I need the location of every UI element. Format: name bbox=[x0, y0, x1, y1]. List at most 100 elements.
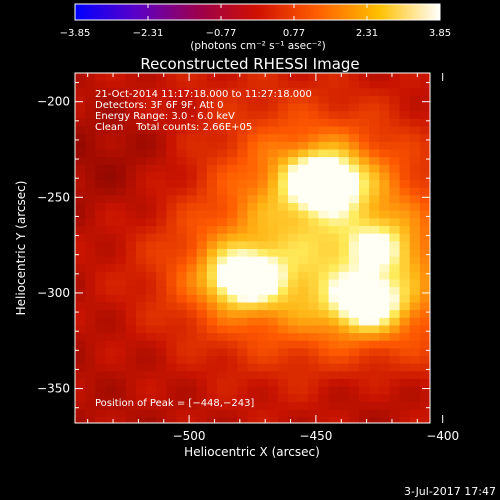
heatmap-cell bbox=[419, 172, 430, 181]
heatmap-cell bbox=[389, 88, 401, 97]
heatmap-cell bbox=[348, 417, 360, 423]
heatmap-cell bbox=[217, 279, 228, 288]
heatmap-cell bbox=[85, 149, 96, 158]
heatmap-cell bbox=[379, 180, 390, 189]
heatmap-cell bbox=[369, 356, 380, 365]
heatmap-cell bbox=[338, 226, 350, 235]
heatmap-cell bbox=[95, 409, 106, 418]
heatmap-cell bbox=[348, 371, 360, 380]
heatmap-cell bbox=[308, 95, 319, 105]
heatmap-cell bbox=[399, 80, 411, 89]
heatmap-cell bbox=[85, 302, 96, 311]
heatmap-cell bbox=[237, 394, 248, 403]
heatmap-cell bbox=[267, 226, 279, 235]
heatmap-cell bbox=[125, 126, 137, 135]
heatmap-cell bbox=[328, 371, 340, 380]
heatmap-cell bbox=[379, 317, 390, 326]
heatmap-cell bbox=[75, 317, 86, 326]
heatmap-cell bbox=[146, 95, 157, 105]
heatmap-cell bbox=[348, 394, 360, 403]
heatmap-cell bbox=[237, 203, 248, 212]
heatmap-cell bbox=[389, 157, 401, 166]
heatmap-cell bbox=[237, 233, 248, 242]
heatmap-cell bbox=[409, 294, 421, 304]
heatmap-cell bbox=[369, 379, 380, 388]
heatmap-cell bbox=[328, 325, 340, 334]
heatmap-cell bbox=[166, 317, 177, 326]
heatmap-cell bbox=[125, 88, 137, 97]
heatmap-cell bbox=[75, 302, 86, 311]
heatmap-cell bbox=[369, 371, 380, 380]
heatmap-cell bbox=[379, 141, 390, 150]
heatmap-cell bbox=[369, 203, 380, 212]
heatmap-cell bbox=[389, 379, 401, 388]
heatmap-cell bbox=[75, 118, 86, 128]
heatmap-cell bbox=[379, 394, 390, 403]
heatmap-cell bbox=[75, 409, 86, 418]
heatmap-cell bbox=[348, 386, 360, 395]
heatmap-cell bbox=[196, 310, 208, 319]
heatmap-cell bbox=[227, 126, 238, 135]
heatmap-cell bbox=[288, 111, 299, 120]
heatmap-cell bbox=[227, 325, 238, 334]
heatmap-cell bbox=[125, 195, 137, 204]
heatmap-cell bbox=[257, 417, 269, 423]
heatmap-cell bbox=[318, 88, 330, 97]
heatmap-cell bbox=[135, 271, 147, 281]
heatmap-cell bbox=[348, 134, 360, 143]
heatmap-cell bbox=[379, 80, 390, 89]
heatmap-cell bbox=[399, 210, 411, 219]
info-line-4: Clean Total counts: 2.66E+05 bbox=[95, 122, 252, 133]
heatmap-cell bbox=[298, 294, 309, 304]
heatmap-cell bbox=[206, 386, 218, 395]
heatmap-cell bbox=[237, 256, 248, 265]
heatmap-cell bbox=[105, 164, 117, 173]
heatmap-cell bbox=[359, 187, 370, 196]
heatmap-cell bbox=[166, 157, 177, 166]
heatmap-cell bbox=[277, 310, 289, 319]
colorbar-tick-label: −2.31 bbox=[133, 28, 164, 39]
heatmap-cell bbox=[318, 417, 330, 423]
heatmap-cell bbox=[227, 248, 238, 258]
heatmap-cell bbox=[277, 187, 289, 196]
heatmap-cell bbox=[328, 111, 340, 120]
heatmap-cell bbox=[308, 88, 319, 97]
heatmap-cell bbox=[419, 287, 430, 296]
heatmap-cell bbox=[115, 226, 127, 235]
heatmap-cell bbox=[227, 271, 238, 281]
heatmap-cell bbox=[338, 73, 350, 82]
heatmap-cell bbox=[409, 409, 421, 418]
heatmap-cell bbox=[308, 111, 319, 120]
heatmap-cell bbox=[247, 164, 259, 173]
heatmap-cell bbox=[257, 95, 269, 105]
heatmap-cell bbox=[328, 363, 340, 372]
heatmap-cell bbox=[156, 149, 167, 158]
heatmap-cell bbox=[156, 187, 167, 196]
heatmap-cell bbox=[257, 340, 269, 349]
heatmap-cell bbox=[369, 294, 380, 304]
heatmap-cell bbox=[156, 218, 167, 227]
heatmap-cell bbox=[105, 401, 117, 411]
heatmap-cell bbox=[267, 141, 279, 150]
heatmap-cell bbox=[206, 371, 218, 380]
heatmap-cell bbox=[115, 264, 127, 273]
heatmap-cell bbox=[298, 95, 309, 105]
heatmap-cell bbox=[318, 409, 330, 418]
heatmap-cell bbox=[399, 310, 411, 319]
heatmap-cell bbox=[298, 310, 309, 319]
heatmap-cell bbox=[247, 271, 259, 281]
heatmap-cell bbox=[409, 417, 421, 423]
heatmap-cell bbox=[95, 279, 106, 288]
heatmap-cell bbox=[389, 103, 401, 112]
heatmap-cell bbox=[146, 172, 157, 181]
heatmap-cell bbox=[338, 356, 350, 365]
heatmap-cell bbox=[359, 73, 370, 82]
heatmap-cell bbox=[369, 103, 380, 112]
heatmap-cell bbox=[146, 287, 157, 296]
heatmap-cell bbox=[308, 126, 319, 135]
heatmap-cell bbox=[338, 394, 350, 403]
heatmap-cell bbox=[257, 88, 269, 97]
heatmap-cell bbox=[75, 287, 86, 296]
heatmap-cell bbox=[288, 226, 299, 235]
heatmap-cell bbox=[105, 241, 117, 250]
